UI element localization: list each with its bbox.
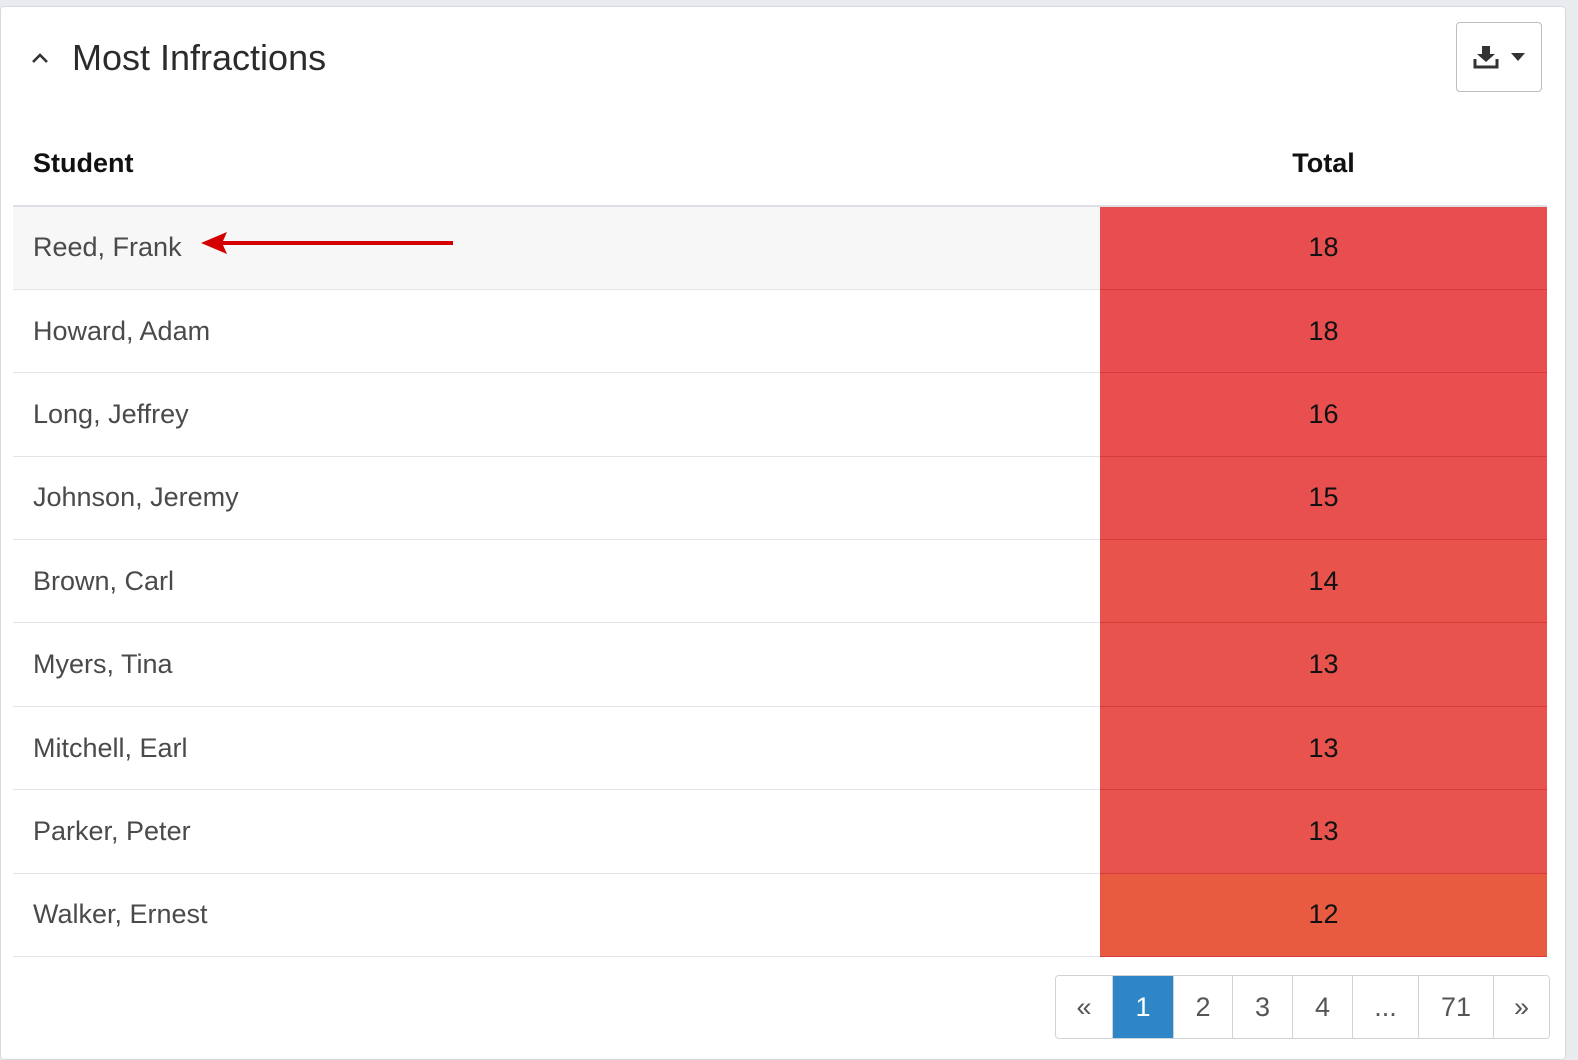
page-prev[interactable]: « <box>1056 976 1112 1038</box>
student-name-cell[interactable]: Brown, Carl <box>13 539 1100 624</box>
table-row[interactable]: Parker, Peter 13 <box>13 789 1547 874</box>
total-column-header[interactable]: Total <box>1100 122 1547 207</box>
table-row[interactable]: Long, Jeffrey 16 <box>13 372 1547 457</box>
table-header-row: Student Total <box>13 122 1547 207</box>
total-cell: 15 <box>1100 456 1547 541</box>
student-name-cell[interactable]: Long, Jeffrey <box>13 372 1100 457</box>
collapse-button[interactable] <box>27 45 53 71</box>
student-name-cell[interactable]: Parker, Peter <box>13 789 1100 874</box>
student-name-cell[interactable]: Howard, Adam <box>13 289 1100 374</box>
total-cell: 16 <box>1100 372 1547 457</box>
arrow-left-annotation <box>201 232 453 254</box>
student-name-cell[interactable]: Mitchell, Earl <box>13 706 1100 791</box>
student-name: Long, Jeffrey <box>33 398 189 429</box>
chevron-up-icon <box>32 53 48 63</box>
panel-header: Most Infractions <box>1 7 1565 117</box>
total-cell: 12 <box>1100 873 1547 958</box>
page-2[interactable]: 2 <box>1173 976 1232 1038</box>
total-cell: 13 <box>1100 622 1547 707</box>
table-row[interactable]: Brown, Carl 14 <box>13 539 1547 624</box>
page-1[interactable]: 1 <box>1112 976 1173 1038</box>
infractions-table: Student Total Reed, Frank 18 Howard, Adam 1… <box>13 122 1547 958</box>
student-name: Walker, Ernest <box>33 899 208 930</box>
page-71[interactable]: 71 <box>1418 976 1493 1038</box>
student-name-cell[interactable]: Reed, Frank <box>13 206 1100 290</box>
table-row[interactable]: Myers, Tina 13 <box>13 622 1547 707</box>
student-column-header[interactable]: Student <box>13 122 1100 207</box>
most-infractions-panel: Most Infractions Student Total Reed, Fra… <box>0 6 1566 1060</box>
student-name: Myers, Tina <box>33 649 173 680</box>
student-name-cell[interactable]: Walker, Ernest <box>13 873 1100 958</box>
student-name: Parker, Peter <box>33 815 191 846</box>
download-dropdown-button[interactable] <box>1456 22 1542 92</box>
student-name: Howard, Adam <box>33 315 211 346</box>
total-cell: 13 <box>1100 706 1547 791</box>
student-name-cell[interactable]: Myers, Tina <box>13 622 1100 707</box>
download-icon <box>1473 46 1499 69</box>
table-row[interactable]: Reed, Frank 18 <box>13 206 1547 290</box>
table-row[interactable]: Mitchell, Earl 13 <box>13 706 1547 791</box>
page-ellipsis: ... <box>1352 976 1418 1038</box>
pagination: «1 2 3 4... 71» <box>1055 975 1550 1039</box>
caret-down-icon <box>1511 53 1525 61</box>
student-name-cell[interactable]: Johnson, Jeremy <box>13 456 1100 541</box>
total-cell: 14 <box>1100 539 1547 624</box>
student-name: Johnson, Jeremy <box>33 482 239 513</box>
table-row[interactable]: Howard, Adam 18 <box>13 289 1547 374</box>
table-row[interactable]: Walker, Ernest 12 <box>13 873 1547 958</box>
panel-title: Most Infractions <box>72 37 327 78</box>
page-4[interactable]: 4 <box>1292 976 1352 1038</box>
student-name: Brown, Carl <box>33 565 175 596</box>
total-cell: 18 <box>1100 206 1547 290</box>
total-cell: 18 <box>1100 289 1547 374</box>
total-cell: 13 <box>1100 789 1547 874</box>
table-row[interactable]: Johnson, Jeremy 15 <box>13 456 1547 541</box>
page-3[interactable]: 3 <box>1232 976 1292 1038</box>
student-name: Reed, Frank <box>33 232 182 263</box>
page-next[interactable]: » <box>1493 976 1549 1038</box>
student-name: Mitchell, Earl <box>33 732 188 763</box>
